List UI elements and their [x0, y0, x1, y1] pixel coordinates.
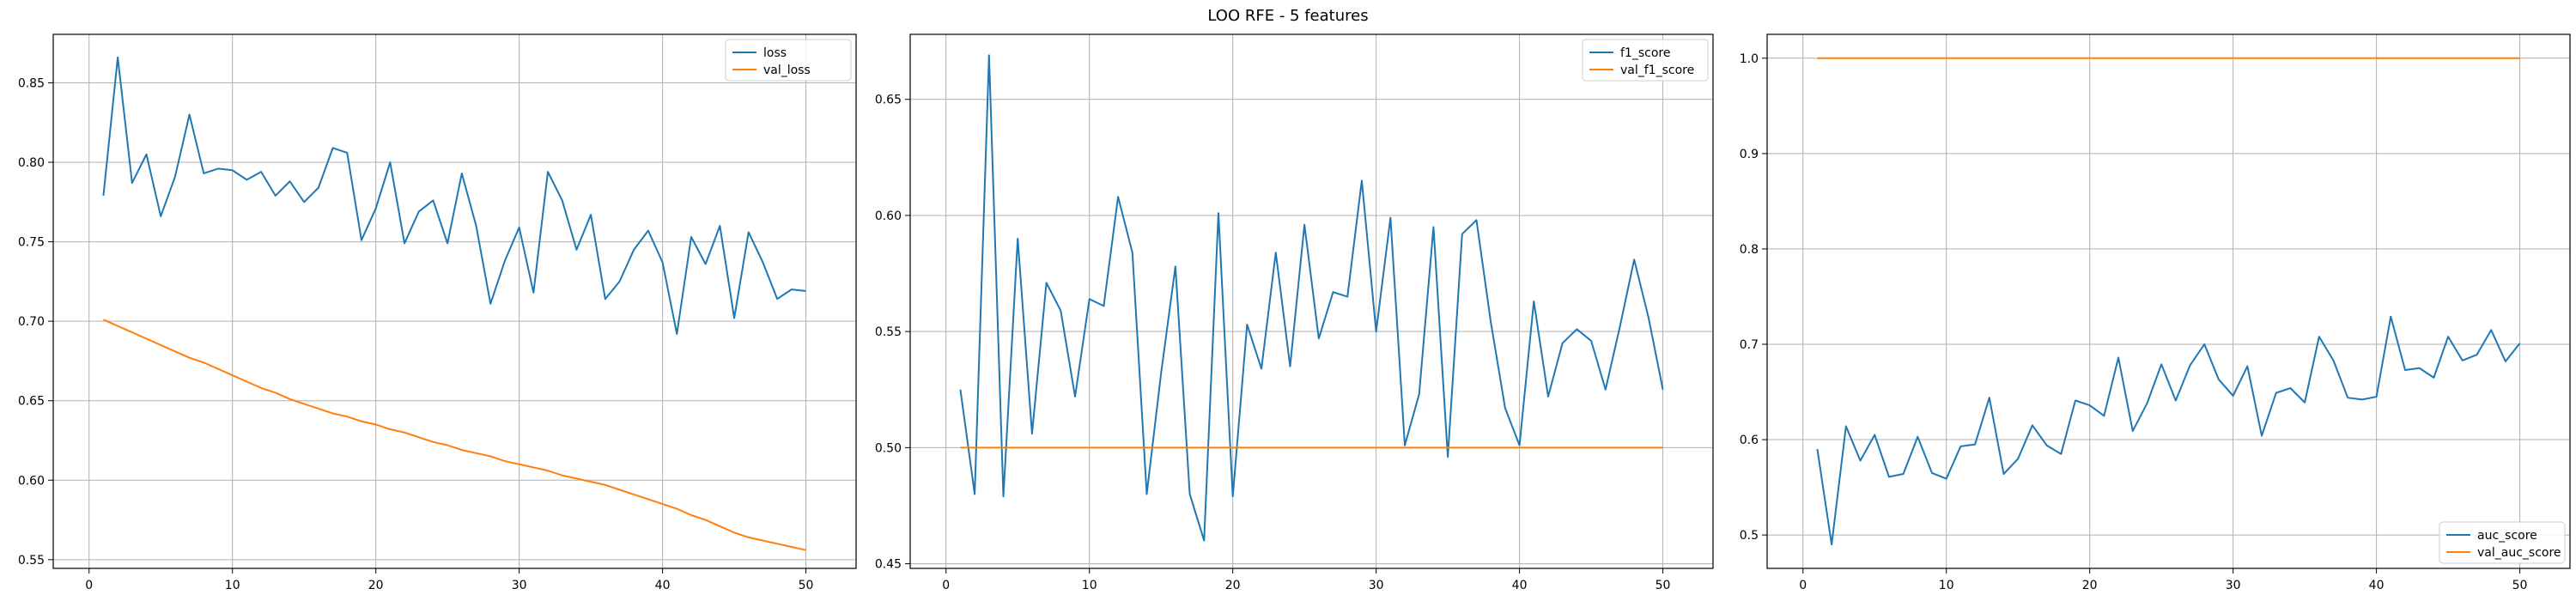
series-line-val-loss — [103, 319, 806, 551]
legend-box — [1582, 39, 1709, 82]
y-tick-label: 0.50 — [875, 441, 902, 455]
x-tick-label: 0 — [942, 579, 950, 592]
y-tick-label: 0.70 — [18, 315, 45, 329]
legend-label: val_auc_score — [2477, 546, 2561, 560]
y-tick-label: 0.65 — [875, 94, 902, 107]
legend-box — [2439, 521, 2566, 564]
y-tick-label: 0.55 — [875, 325, 902, 339]
x-tick-label: 30 — [512, 579, 527, 592]
x-tick-label: 40 — [1512, 579, 1528, 592]
legend: loss val_loss — [725, 39, 852, 82]
figure-title: LOO RFE - 5 features — [1207, 7, 1369, 25]
y-tick-label: 0.5 — [1740, 529, 1759, 543]
x-tick-label: 30 — [1369, 579, 1384, 592]
x-tick-label: 10 — [1939, 579, 1954, 592]
plot-frame — [909, 33, 1714, 569]
x-tick-label: 50 — [799, 579, 814, 592]
x-tick-label: 30 — [2226, 579, 2241, 592]
y-tick-label: 1.0 — [1740, 52, 1759, 66]
x-tick-label: 10 — [225, 579, 240, 592]
x-tick-label: 10 — [1082, 579, 1097, 592]
y-tick-label: 0.65 — [18, 395, 45, 409]
y-tick-label: 0.8 — [1740, 243, 1759, 257]
legend-label: f1_score — [1620, 46, 1670, 60]
y-tick-label: 0.45 — [875, 558, 902, 572]
y-tick-label: 0.60 — [18, 474, 45, 488]
x-tick-label: 50 — [2512, 579, 2528, 592]
x-tick-label: 20 — [368, 579, 384, 592]
plot-frame — [52, 33, 857, 569]
legend: auc_score val_auc_score — [2439, 521, 2566, 564]
legend-label: auc_score — [2477, 529, 2537, 543]
plot-frame — [1766, 33, 2571, 569]
y-tick-label: 0.60 — [875, 209, 902, 223]
series-line-f1-score — [959, 54, 1664, 542]
x-tick-label: 20 — [1225, 579, 1241, 592]
y-tick-label: 0.6 — [1740, 434, 1759, 447]
legend: f1_score val_f1_score — [1582, 39, 1709, 82]
y-tick-label: 0.7 — [1740, 338, 1759, 352]
series-line-loss — [102, 56, 806, 335]
x-tick-label: 0 — [1799, 579, 1807, 592]
legend-label: val_f1_score — [1620, 64, 1694, 77]
x-tick-label: 40 — [2369, 579, 2385, 592]
y-tick-label: 0.75 — [18, 236, 45, 250]
y-tick-label: 0.55 — [18, 554, 45, 568]
y-tick-label: 0.85 — [18, 76, 45, 90]
legend-label: loss — [763, 46, 787, 60]
y-tick-label: 0.80 — [18, 156, 45, 170]
x-tick-label: 20 — [2082, 579, 2098, 592]
x-tick-label: 40 — [655, 579, 671, 592]
x-tick-label: 50 — [1656, 579, 1671, 592]
series-line-auc-score — [1816, 315, 2521, 546]
x-tick-label: 0 — [85, 579, 93, 592]
y-tick-label: 0.9 — [1740, 148, 1759, 161]
legend-label: val_loss — [763, 64, 811, 77]
legend-box — [725, 39, 852, 82]
